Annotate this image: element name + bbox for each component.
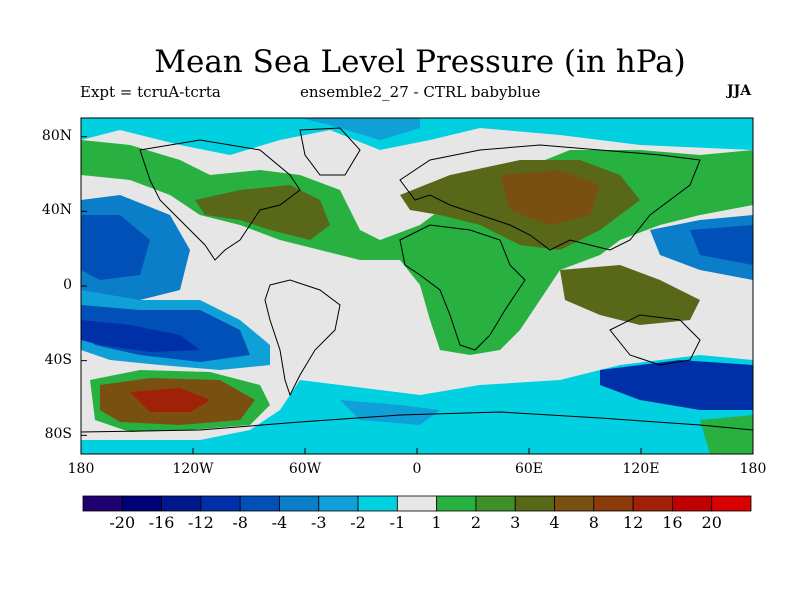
colorbar-swatch bbox=[396, 495, 438, 512]
colorbar-swatch bbox=[514, 495, 555, 512]
colorbar-swatch bbox=[200, 495, 241, 512]
x-tick-label: 60E bbox=[514, 461, 544, 477]
pressure-field bbox=[81, 118, 753, 454]
season-label: JJA bbox=[727, 83, 752, 99]
colorbar-label: -20 bbox=[109, 513, 136, 532]
colorbar-swatch bbox=[632, 495, 673, 512]
colorbar-swatch bbox=[554, 495, 595, 512]
colorbar-label: 20 bbox=[701, 513, 722, 532]
colorbar-label: 12 bbox=[622, 513, 644, 532]
x-tick-label: 120W bbox=[172, 461, 214, 477]
arctic-negative bbox=[81, 118, 753, 155]
x-tick-label: 120E bbox=[622, 461, 660, 477]
axis-ticks bbox=[80, 136, 754, 454]
colorbar-swatch bbox=[357, 495, 398, 512]
colorbar-swatch bbox=[161, 495, 202, 512]
colorbar-swatch bbox=[436, 495, 477, 512]
colorbar-swatch bbox=[475, 495, 516, 512]
y-tick-label: 80S bbox=[44, 426, 72, 443]
north-america-outline bbox=[139, 139, 301, 261]
indonesia-positive bbox=[560, 265, 700, 325]
colorbar-label: -8 bbox=[232, 513, 248, 532]
y-tick-label: 40S bbox=[44, 351, 72, 368]
colorbar-swatch bbox=[593, 495, 634, 512]
colorbar-label: 4 bbox=[549, 513, 560, 532]
x-tick-label: 180 bbox=[739, 461, 767, 477]
greenland-outline bbox=[299, 127, 361, 176]
colorbar-label: 8 bbox=[588, 513, 599, 532]
colorbar bbox=[82, 495, 752, 512]
africa-outline bbox=[399, 224, 526, 351]
colorbar-label: -16 bbox=[148, 513, 175, 532]
colorbar-swatch bbox=[82, 495, 123, 512]
southern-ocean-negative bbox=[81, 355, 753, 454]
chart-title: Mean Sea Level Pressure (in hPa) bbox=[154, 44, 686, 80]
x-tick-label: 0 bbox=[412, 461, 422, 477]
colorbar-label: 3 bbox=[510, 513, 521, 532]
colorbar-label: -2 bbox=[350, 513, 366, 532]
colorbar-label: -1 bbox=[389, 513, 406, 532]
colorbar-label: -12 bbox=[187, 513, 214, 532]
colorbar-swatch bbox=[672, 495, 713, 512]
colorbar-swatch bbox=[239, 495, 280, 512]
antarctica-outline bbox=[81, 411, 753, 433]
y-tick-label: 40N bbox=[41, 202, 72, 219]
colorbar-label: -3 bbox=[310, 513, 327, 532]
colorbar-label: -4 bbox=[271, 513, 288, 532]
colorbar-label: 1 bbox=[431, 513, 442, 532]
colorbar-swatch bbox=[711, 495, 752, 512]
colorbar-swatch bbox=[318, 495, 359, 512]
colorbar-swatch bbox=[121, 495, 162, 512]
south-america-outline bbox=[264, 279, 341, 397]
experiment-label: Expt = tcruA-tcrta bbox=[80, 83, 221, 101]
x-tick-label: 180 bbox=[67, 461, 95, 477]
coastlines bbox=[81, 127, 753, 433]
eurasia-outline bbox=[399, 144, 701, 251]
australia-outline bbox=[609, 314, 701, 366]
colorbar-label: 16 bbox=[662, 513, 683, 532]
colorbar-swatch bbox=[279, 495, 320, 512]
ensemble-label: ensemble2_27 - CTRL babyblue bbox=[300, 83, 541, 101]
y-tick-label: 80N bbox=[41, 127, 72, 144]
colorbar-label: 2 bbox=[470, 513, 482, 532]
y-tick-label: 0 bbox=[63, 277, 72, 293]
x-tick-label: 60W bbox=[288, 461, 322, 477]
